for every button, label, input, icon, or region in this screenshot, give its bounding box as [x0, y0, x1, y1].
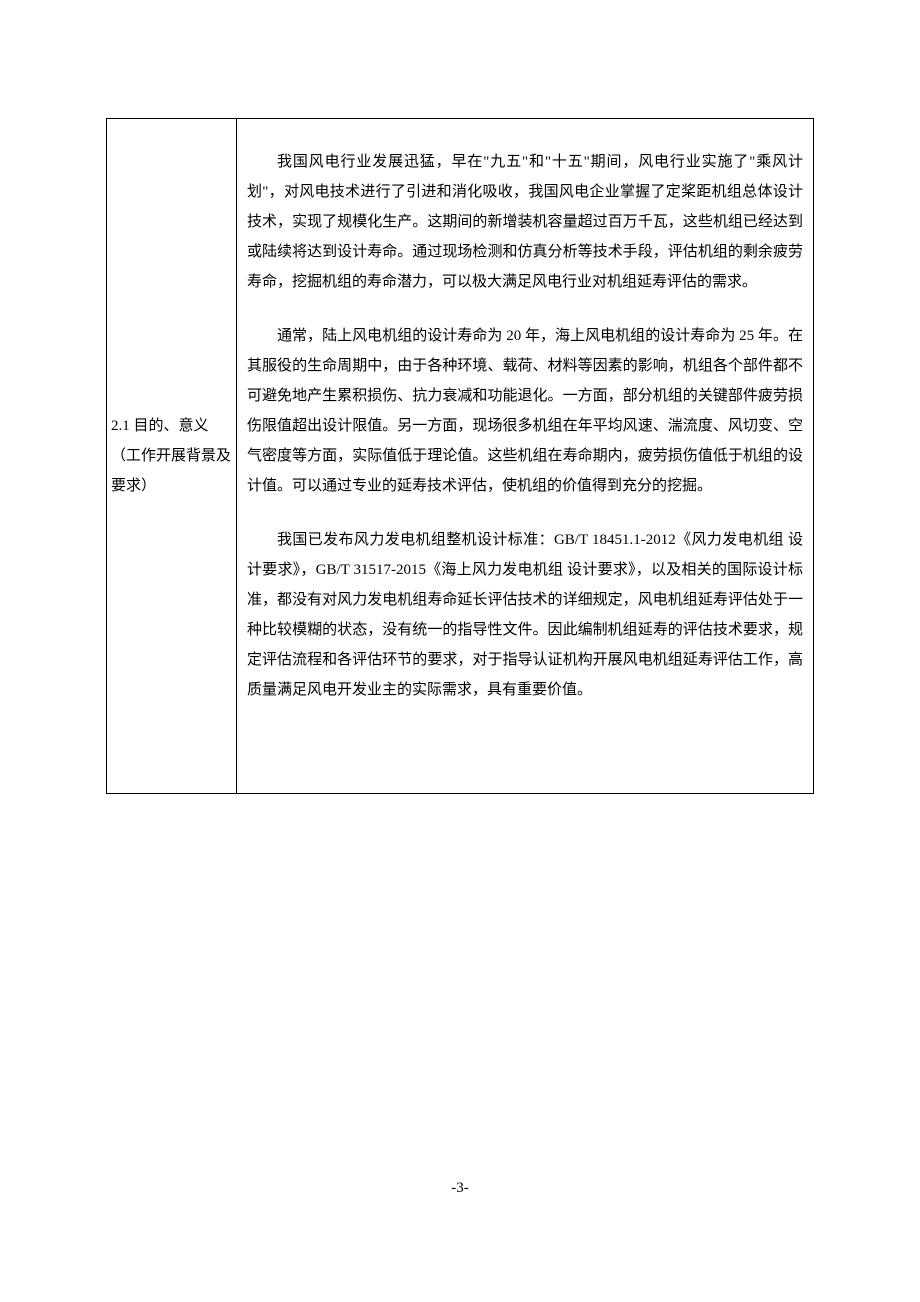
paragraph-2: 通常，陆上风电机组的设计寿命为 20 年，海上风电机组的设计寿命为 25 年。在… — [247, 321, 803, 501]
paragraph-3: 我国已发布风力发电机组整机设计标准：GB/T 18451.1-2012《风力发电… — [247, 525, 803, 705]
paragraph-1: 我国风电行业发展迅猛，早在"九五"和"十五"期间，风电行业实施了"乘风计划"，对… — [247, 147, 803, 297]
section-content-cell: 我国风电行业发展迅猛，早在"九五"和"十五"期间，风电行业实施了"乘风计划"，对… — [237, 119, 814, 794]
page-number: -3- — [0, 1180, 920, 1197]
page-container: 2.1 目的、意义 （工作开展背景及要求） 我国风电行业发展迅猛，早在"九五"和… — [0, 0, 920, 1302]
document-table: 2.1 目的、意义 （工作开展背景及要求） 我国风电行业发展迅猛，早在"九五"和… — [106, 118, 814, 794]
table-row: 2.1 目的、意义 （工作开展背景及要求） 我国风电行业发展迅猛，早在"九五"和… — [107, 119, 814, 794]
section-label-cell: 2.1 目的、意义 （工作开展背景及要求） — [107, 119, 237, 794]
section-subtitle: （工作开展背景及要求） — [111, 441, 232, 501]
section-number: 2.1 目的、意义 — [111, 411, 232, 441]
